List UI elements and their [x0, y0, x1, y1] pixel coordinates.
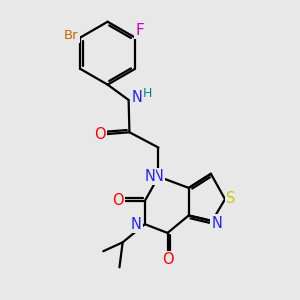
Text: O: O: [112, 194, 124, 208]
Text: N: N: [153, 169, 164, 184]
Text: S: S: [226, 191, 236, 206]
Text: N: N: [144, 169, 155, 184]
Text: O: O: [94, 127, 105, 142]
Text: F: F: [135, 23, 144, 38]
Text: N: N: [212, 215, 222, 230]
Text: O: O: [162, 252, 173, 267]
Text: H: H: [143, 87, 152, 101]
Text: N: N: [131, 217, 142, 232]
Text: Br: Br: [64, 29, 79, 42]
Text: N: N: [131, 91, 142, 106]
